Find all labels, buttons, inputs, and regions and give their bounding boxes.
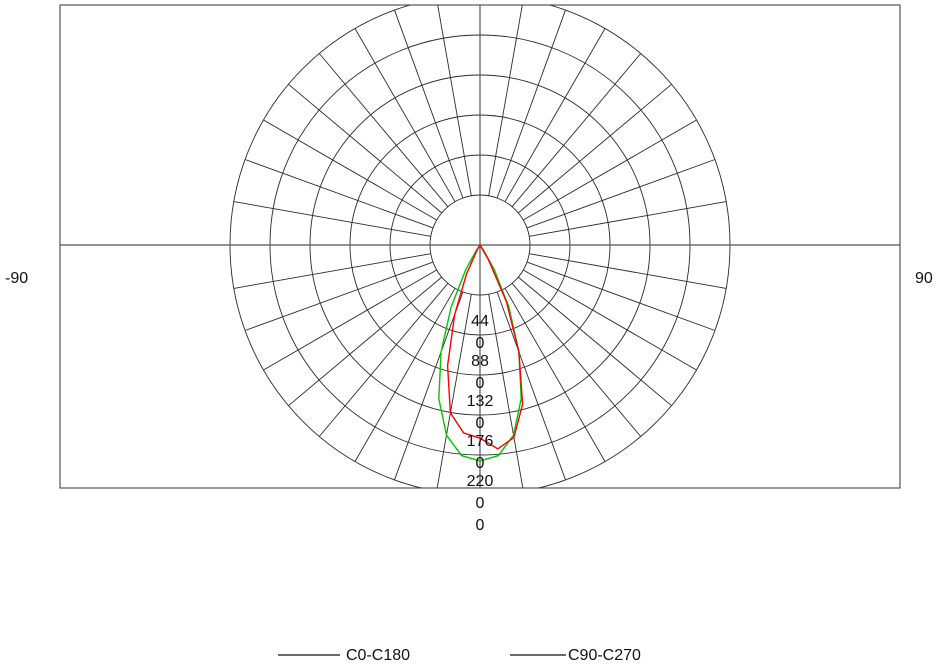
ring-label-line: 0 (476, 335, 485, 352)
spoke-140 (511, 53, 642, 207)
ring-label-220: 220 0 0 (467, 473, 494, 534)
spoke-290 (244, 261, 434, 331)
ring-label-line: 0 (476, 375, 485, 392)
spoke-250 (244, 159, 434, 229)
spoke-230 (288, 83, 442, 214)
ring-label-line: 176 (467, 433, 494, 450)
ring-label-132: 132 0 (467, 393, 494, 432)
ring-label-line: 0 (476, 455, 485, 472)
spoke-80 (529, 253, 727, 289)
spoke-340 (394, 291, 464, 481)
ring-label-line: 0 (476, 415, 485, 432)
series-group (438, 243, 524, 462)
ring-label-88: 88 0 (471, 353, 489, 392)
ring-label-line: 132 (467, 393, 494, 410)
series-C90-C270 (446, 243, 524, 450)
spoke-50 (518, 276, 672, 407)
spoke-70 (526, 261, 716, 331)
spoke-110 (526, 159, 716, 229)
spoke-280 (233, 253, 431, 289)
spoke-170 (488, 5, 523, 196)
ring-label-line: 220 (467, 473, 494, 490)
spoke-300 (263, 269, 437, 371)
spoke-130 (518, 83, 672, 214)
spoke-200 (394, 9, 464, 199)
ring-label-line: 44 (471, 313, 489, 330)
legend-label-c90: C90-C270 (568, 647, 641, 664)
spoke-350 (436, 294, 472, 488)
spoke-30 (504, 288, 606, 462)
legend-label-c0: C0-C180 (346, 647, 410, 664)
spoke-260 (233, 201, 431, 237)
spoke-60 (523, 269, 697, 371)
angle-label-left: -90 (5, 270, 28, 287)
ring-label-line: 0 (476, 517, 485, 534)
spoke-310 (288, 276, 442, 407)
spoke-40 (511, 283, 642, 437)
spoke-190 (437, 5, 472, 196)
ring-label-176: 176 0 (467, 433, 494, 472)
spoke-210 (354, 28, 456, 202)
spoke-220 (318, 53, 449, 207)
ring-label-line: 0 (476, 495, 485, 512)
spoke-330 (354, 288, 456, 462)
ring-label-44: 44 0 (471, 313, 489, 352)
spoke-100 (529, 201, 727, 237)
spoke-320 (318, 283, 449, 437)
spoke-10 (488, 294, 524, 488)
legend: C0-C180 C90-C270 (278, 647, 641, 664)
spoke-160 (496, 9, 566, 199)
angle-label-right: 90 (915, 270, 933, 287)
spoke-120 (523, 119, 697, 221)
spoke-240 (263, 119, 437, 221)
ring-label-line: 88 (471, 353, 489, 370)
spoke-20 (496, 291, 566, 481)
spoke-150 (504, 28, 606, 202)
